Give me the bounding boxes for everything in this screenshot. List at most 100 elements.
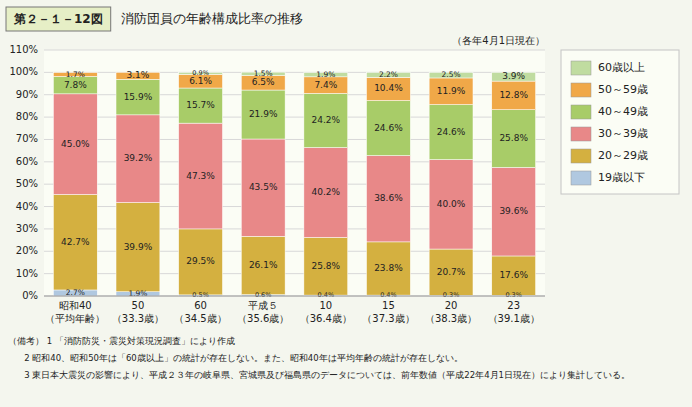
bar-segment xyxy=(492,167,536,256)
legend-frame xyxy=(561,50,679,194)
bar-segment xyxy=(429,78,473,105)
data-label: 39.6% xyxy=(499,206,528,216)
x-tick-label: 平成５（35.6歳） xyxy=(237,300,289,324)
data-label: 23.8% xyxy=(374,263,403,273)
data-label: 25.8% xyxy=(499,133,528,143)
data-label: 12.8% xyxy=(499,90,528,100)
legend-swatch xyxy=(571,127,591,141)
data-label: 26.1% xyxy=(249,260,278,270)
y-tick-label: 100% xyxy=(9,66,38,77)
bar-segment xyxy=(304,77,348,94)
legend-label: 50～59歳 xyxy=(598,83,648,96)
bar-segment xyxy=(492,110,536,168)
figure-number-box xyxy=(6,7,111,31)
data-label: 0.9% xyxy=(192,69,209,77)
bar-segment xyxy=(179,229,223,295)
bar-segment xyxy=(304,148,348,238)
data-label: 0.4% xyxy=(380,291,397,299)
bar-segment xyxy=(179,123,223,229)
data-label: 10.4% xyxy=(374,83,403,93)
title: 消防団員の年齢構成比率の推移 xyxy=(121,11,303,26)
note: 3 東日本大震災の影響により、平成２３年の岐阜県、宮城県及び福島県のデータについ… xyxy=(8,370,630,380)
y-tick-label: 80% xyxy=(16,111,38,122)
note: 2 昭和40、昭和50年は「60歳以上」の統計が存在しない。また、昭和40年は平… xyxy=(8,353,463,363)
bar-segment xyxy=(367,77,411,100)
legend: 60歳以上50～59歳40～49歳30～39歳20～29歳19歳以下 xyxy=(561,50,679,194)
bar-segment xyxy=(367,156,411,242)
chart: 第２－１－12図 消防団員の年齢構成比率の推移 （各年4月1日現在） 0% 10% 20%… xyxy=(0,0,692,407)
data-label: 24.2% xyxy=(312,115,341,125)
data-label: 2.2% xyxy=(379,70,398,79)
data-label: 17.6% xyxy=(499,270,528,280)
data-label: 40.2% xyxy=(312,187,341,197)
x-tick-label: 昭和40（平均年齢） xyxy=(45,300,105,324)
data-label: 1.7% xyxy=(66,70,85,79)
legend-label: 60歳以上 xyxy=(598,61,645,74)
plot-background xyxy=(44,50,545,296)
bar-segment xyxy=(53,94,97,195)
y-tick-label: 0% xyxy=(22,290,38,301)
data-label: 0.3% xyxy=(443,291,460,299)
x-tick-label: 15（37.3歳） xyxy=(362,300,414,324)
y-tick-label: 30% xyxy=(16,223,38,234)
data-label: 7.4% xyxy=(314,80,337,90)
bar-segment xyxy=(429,160,473,249)
data-label: 29.5% xyxy=(186,256,215,266)
bar-segment xyxy=(116,79,160,115)
x-tick-label: 50（33.3歳） xyxy=(112,300,164,324)
data-labels: 2.7%1.9%0.5%0.6%0.4%0.4%0.3%0.3%42.7%39.… xyxy=(61,69,528,300)
data-label: 47.3% xyxy=(186,171,215,181)
x-tick-label: 60（34.5歳） xyxy=(174,300,226,324)
bar-segment xyxy=(241,90,285,139)
data-label: 0.3% xyxy=(505,291,522,299)
figure-number-text: 第２－１－12図 xyxy=(13,12,103,26)
data-label: 42.7% xyxy=(61,237,90,247)
bar-segment xyxy=(367,242,411,295)
data-label: 15.7% xyxy=(186,100,215,110)
data-label: 15.9% xyxy=(124,92,153,102)
y-tick-label: 70% xyxy=(16,133,38,144)
legend-swatch xyxy=(571,83,591,97)
bar-segment xyxy=(429,249,473,295)
note: （備考） 1 「消防防災・震災対策現況調査」により作成 xyxy=(8,336,235,346)
data-label: 25.8% xyxy=(312,261,341,271)
data-label: 24.6% xyxy=(374,123,403,133)
legend-swatch xyxy=(571,149,591,163)
data-label: 0.6% xyxy=(255,291,272,299)
y-tick-label: 90% xyxy=(16,89,38,100)
data-label: 21.9% xyxy=(249,109,278,119)
data-label: 43.5% xyxy=(249,182,278,192)
legend-label: 40～49歳 xyxy=(598,105,648,118)
bar-segment xyxy=(241,236,285,294)
bar-segment xyxy=(429,105,473,160)
data-label: 1.9% xyxy=(128,289,147,298)
bar-segment xyxy=(367,101,411,156)
data-label: 6.5% xyxy=(252,77,275,87)
bar-segment xyxy=(53,76,97,93)
data-label: 38.6% xyxy=(374,193,403,203)
y-tick-label: 60% xyxy=(16,156,38,167)
x-axis-line xyxy=(44,296,545,297)
y-tick-label: 40% xyxy=(16,201,38,212)
x-tick-label: 10（36.4歳） xyxy=(300,300,352,324)
bar-segment xyxy=(53,194,97,289)
data-label: 6.1% xyxy=(189,76,212,86)
data-label: 39.9% xyxy=(124,242,153,252)
data-label: 1.5% xyxy=(254,69,273,78)
x-axis: 昭和40（平均年齢） 50（33.3歳） 60（34.5歳） 平成５（35.6歳） 10… xyxy=(45,300,540,324)
grid-line xyxy=(44,50,545,51)
y-tick-label: 20% xyxy=(16,245,38,256)
y-tick-label: 10% xyxy=(16,268,38,279)
grid-line xyxy=(44,296,545,297)
notes: （備考） 1 「消防防災・震災対策現況調査」により作成 2 昭和40、昭和50年… xyxy=(8,336,630,380)
subtitle: （各年4月1日現在） xyxy=(452,35,545,46)
legend-swatch xyxy=(571,61,591,75)
y-tick-label: 110% xyxy=(9,44,38,55)
x-tick-label: 23（39.1歳） xyxy=(488,300,540,324)
bar-segment xyxy=(179,88,223,123)
data-label: 3.9% xyxy=(502,71,525,81)
x-tick-label: 20（38.3歳） xyxy=(425,300,477,324)
bars xyxy=(53,72,535,296)
legend-swatch xyxy=(571,171,591,185)
bar-segment xyxy=(304,237,348,295)
